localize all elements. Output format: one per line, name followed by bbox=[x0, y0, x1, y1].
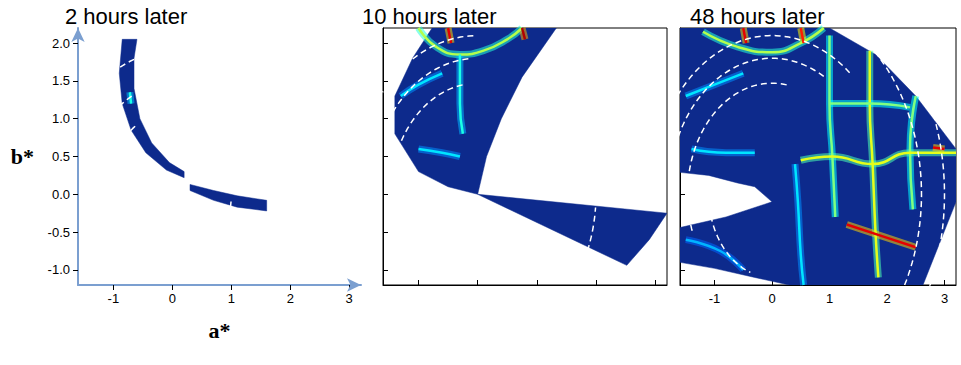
svg-text:1.5: 1.5 bbox=[52, 73, 70, 88]
svg-text:2: 2 bbox=[287, 291, 294, 306]
svg-text:1: 1 bbox=[826, 291, 833, 306]
svg-text:-1.0: -1.0 bbox=[48, 262, 70, 277]
svg-text:48 hours later: 48 hours later bbox=[690, 4, 825, 29]
svg-text:2.0: 2.0 bbox=[52, 36, 70, 51]
svg-text:2 hours later: 2 hours later bbox=[65, 4, 187, 29]
svg-text:1.0: 1.0 bbox=[52, 111, 70, 126]
svg-text:10 hours later: 10 hours later bbox=[362, 4, 497, 29]
svg-text:0: 0 bbox=[768, 291, 775, 306]
svg-text:3: 3 bbox=[346, 291, 353, 306]
svg-text:0.5: 0.5 bbox=[52, 149, 70, 164]
svg-text:-1: -1 bbox=[108, 291, 120, 306]
svg-text:-1: -1 bbox=[709, 291, 721, 306]
svg-text:0: 0 bbox=[169, 291, 176, 306]
svg-text:3: 3 bbox=[941, 291, 948, 306]
svg-text:0.0: 0.0 bbox=[52, 187, 70, 202]
svg-text:a*: a* bbox=[209, 318, 231, 343]
svg-text:-0.5: -0.5 bbox=[48, 225, 70, 240]
svg-text:b*: b* bbox=[11, 144, 34, 169]
svg-text:1: 1 bbox=[228, 291, 235, 306]
svg-text:2: 2 bbox=[883, 291, 890, 306]
